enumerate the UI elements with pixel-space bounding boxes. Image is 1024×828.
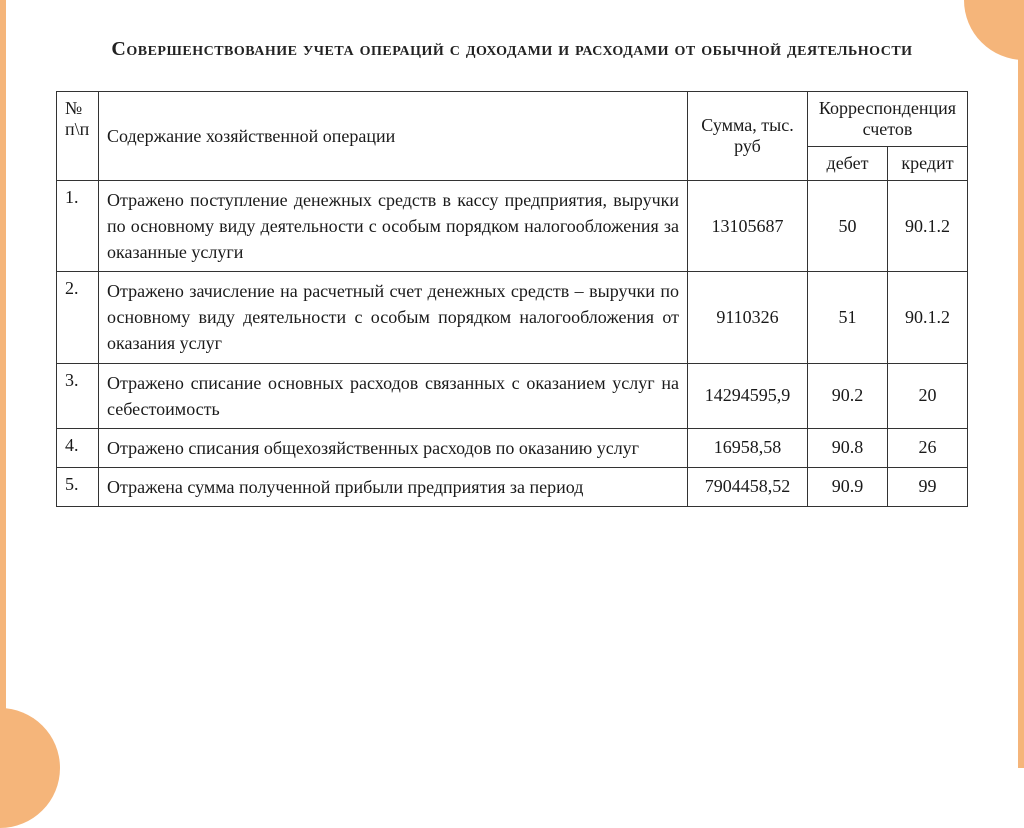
cell-number: 3. <box>57 363 99 428</box>
cell-debit: 90.8 <box>808 428 888 467</box>
decor-corner-bottom-left <box>0 708 60 828</box>
table-row: 4. Отражено списания общехозяйственных р… <box>57 428 968 467</box>
cell-desc: Отражено зачисление на расчетный счет де… <box>99 272 688 363</box>
cell-number: 5. <box>57 467 99 506</box>
col-header-number: № п\п <box>57 92 99 181</box>
cell-debit: 51 <box>808 272 888 363</box>
table-header: № п\п Содержание хозяйственной операции … <box>57 92 968 181</box>
cell-number: 4. <box>57 428 99 467</box>
cell-sum: 16958,58 <box>688 428 808 467</box>
cell-debit: 50 <box>808 181 888 272</box>
cell-number: 2. <box>57 272 99 363</box>
col-header-correspondence: Корреспонденция счетов <box>808 92 968 147</box>
cell-debit: 90.2 <box>808 363 888 428</box>
cell-credit: 99 <box>888 467 968 506</box>
cell-sum: 9110326 <box>688 272 808 363</box>
table-row: 2. Отражено зачисление на расчетный счет… <box>57 272 968 363</box>
col-header-debit: дебет <box>808 147 888 181</box>
col-header-description: Содержание хозяйственной операции <box>99 92 688 181</box>
table-body: 1. Отражено поступление денежных средств… <box>57 181 968 507</box>
col-header-sum: Сумма, тыс. руб <box>688 92 808 181</box>
table-row: 1. Отражено поступление денежных средств… <box>57 181 968 272</box>
cell-credit: 90.1.2 <box>888 181 968 272</box>
slide-title: Совершенствование учета операций с доход… <box>56 36 968 63</box>
operations-table: № п\п Содержание хозяйственной операции … <box>56 91 968 507</box>
slide-content: Совершенствование учета операций с доход… <box>0 0 1024 527</box>
cell-desc: Отражено списания общехозяйственных расх… <box>99 428 688 467</box>
cell-sum: 14294595,9 <box>688 363 808 428</box>
cell-number: 1. <box>57 181 99 272</box>
col-header-credit: кредит <box>888 147 968 181</box>
cell-desc: Отражено списание основных расходов связ… <box>99 363 688 428</box>
table-row: 5. Отражена сумма полученной прибыли пре… <box>57 467 968 506</box>
cell-debit: 90.9 <box>808 467 888 506</box>
cell-desc: Отражено поступление денежных средств в … <box>99 181 688 272</box>
cell-credit: 20 <box>888 363 968 428</box>
cell-credit: 90.1.2 <box>888 272 968 363</box>
cell-sum: 7904458,52 <box>688 467 808 506</box>
cell-desc: Отражена сумма полученной прибыли предпр… <box>99 467 688 506</box>
table-row: 3. Отражено списание основных расходов с… <box>57 363 968 428</box>
cell-credit: 26 <box>888 428 968 467</box>
cell-sum: 13105687 <box>688 181 808 272</box>
